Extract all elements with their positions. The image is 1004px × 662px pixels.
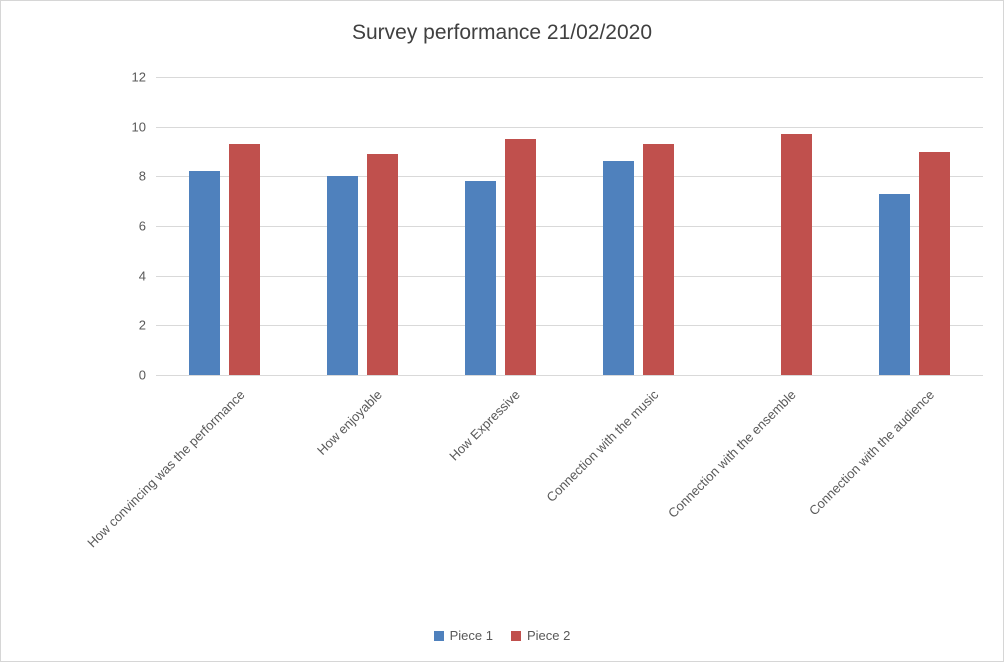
gridline-y-8: [156, 176, 983, 178]
bar-piece-1-cat-2: [327, 176, 359, 375]
y-tick-label-4: 4: [138, 268, 146, 284]
x-category-label-6: Connection with the audience: [805, 387, 937, 519]
y-tick-label-2: 2: [138, 317, 146, 333]
y-tick-label-8: 8: [138, 168, 146, 184]
legend-label: Piece 1: [449, 628, 493, 643]
bar-group-5: [707, 77, 845, 375]
bar-piece-1-cat-4: [602, 161, 634, 375]
bar-piece-2-cat-5: [780, 134, 812, 375]
y-tick-label-0: 0: [138, 367, 146, 383]
bar-piece-2-cat-4: [642, 144, 674, 375]
bar-group-6: [845, 77, 983, 375]
bar-piece-2-cat-2: [367, 153, 399, 375]
x-category-label-5: Connection with the ensemble: [665, 387, 799, 521]
legend: Piece 1 Piece 2: [1, 628, 1003, 643]
gridline-y-12: [156, 77, 983, 78]
gridline-y-0: [156, 375, 983, 376]
gridline-y-6: [156, 226, 983, 227]
bar-piece-1-cat-6: [878, 193, 910, 375]
legend-label: Piece 2: [527, 628, 571, 643]
bar-group-3: [432, 77, 570, 375]
x-category-label-2: How enjoyable: [314, 387, 386, 458]
bar-piece-2-cat-3: [505, 139, 537, 375]
legend-swatch-icon: [433, 630, 444, 641]
plot-area: [156, 77, 983, 376]
bar-group-2: [294, 77, 432, 375]
y-tick-label-10: 10: [131, 119, 146, 135]
x-category-label-1: How convincing was the performance: [84, 387, 248, 551]
legend-item-piece-2: Piece 2: [511, 628, 570, 643]
bar-group-4: [570, 77, 708, 375]
bar-piece-1-cat-3: [465, 181, 497, 375]
legend-item-piece-1: Piece 1: [433, 628, 493, 643]
y-tick-label-12: 12: [131, 69, 146, 85]
gridline-y-4: [156, 275, 983, 277]
gridline-y-2: [156, 325, 983, 327]
bar-group-1: [156, 77, 294, 375]
bar-piece-2-cat-6: [918, 151, 950, 375]
x-category-label-3: How Expressive: [446, 387, 524, 464]
gridline-y-10: [156, 126, 983, 128]
bar-piece-1-cat-1: [189, 171, 221, 375]
legend-swatch-icon: [511, 630, 521, 641]
x-category-label-4: Connection with the music: [543, 387, 662, 505]
y-tick-label-6: 6: [138, 218, 146, 234]
chart-title: Survey performance 21/02/2020: [351, 21, 653, 44]
bar-piece-2-cat-1: [229, 144, 261, 375]
